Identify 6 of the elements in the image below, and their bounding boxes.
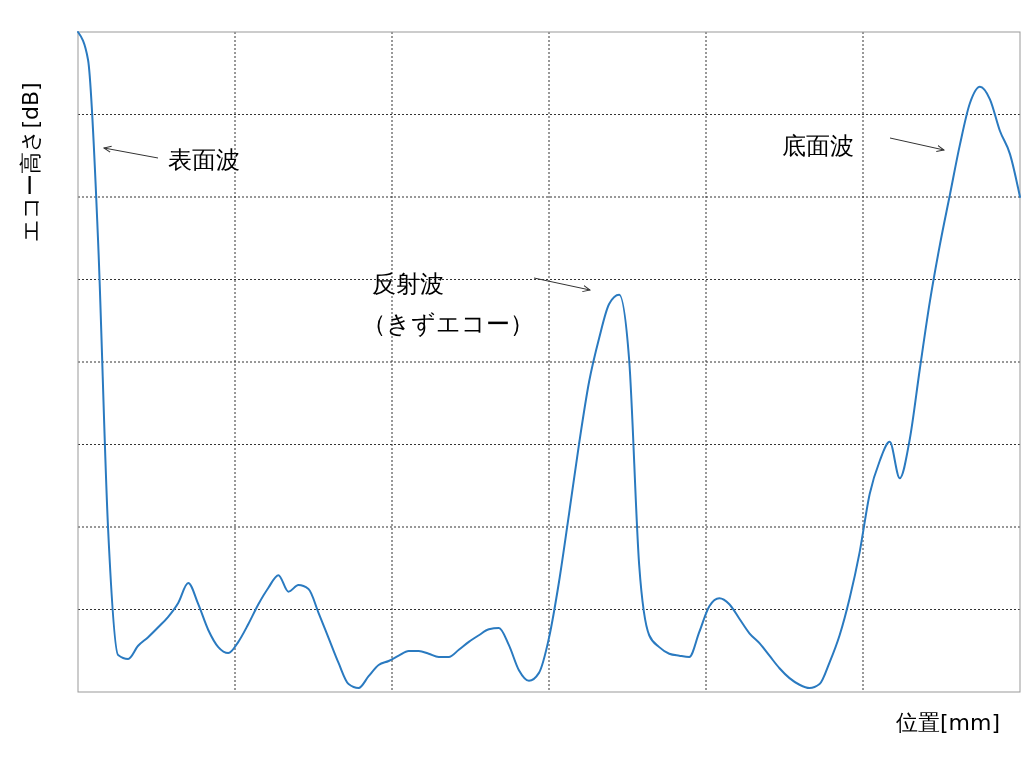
y-axis-title: エコー高さ[dB] bbox=[18, 82, 43, 242]
x-axis-title: 位置[mm] bbox=[895, 710, 1000, 735]
annotation: 表面波 bbox=[168, 146, 240, 174]
annotation: 反射波 bbox=[372, 270, 444, 298]
annotation: 底面波 bbox=[782, 132, 854, 160]
annotation: （きずエコー） bbox=[362, 310, 534, 338]
